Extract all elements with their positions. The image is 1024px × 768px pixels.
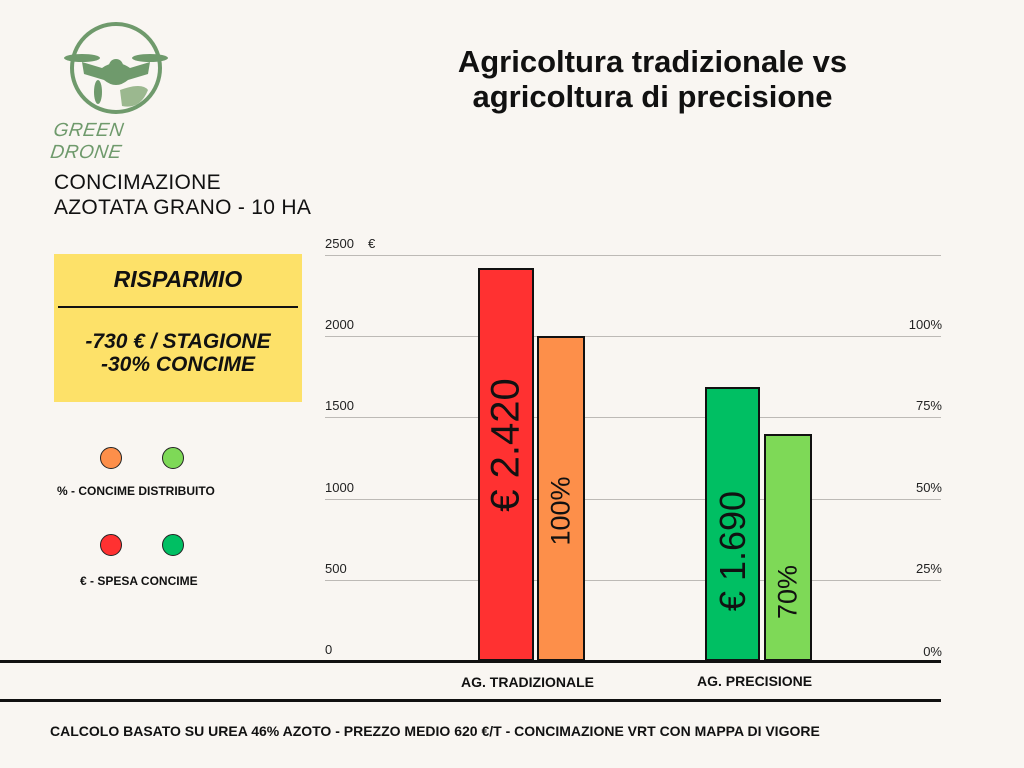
- gridline: [325, 255, 941, 256]
- right-tick-label: 0%: [923, 644, 942, 659]
- x-axis-baseline: [0, 660, 941, 663]
- bar-value-label: € 1.690: [711, 490, 753, 611]
- bar-cost-1: € 1.690: [705, 386, 760, 661]
- legend-label-percent: % - CONCIME DISTRIBUITO: [57, 484, 215, 498]
- title-line-2: agricoltura di precisione: [472, 79, 833, 114]
- right-tick-label: 50%: [915, 479, 942, 495]
- footer-note: CALCOLO BASATO SU UREA 46% AZOTO - PREZZ…: [50, 723, 820, 739]
- drone-logo-icon: [64, 22, 168, 114]
- savings-percent: -30% CONCIME: [100, 353, 256, 376]
- savings-amount: -730 € / STAGIONE: [85, 330, 271, 353]
- bar-percent-1: 70%: [764, 433, 812, 661]
- category-label-traditional: AG. TRADIZIONALE: [461, 674, 594, 690]
- left-tick-label: 2500: [325, 236, 354, 251]
- bar-value-label: 70%: [772, 564, 803, 619]
- gridline: [325, 579, 941, 581]
- legend-dot-green: [162, 534, 184, 556]
- left-tick-label: 500: [325, 560, 347, 576]
- left-axis-unit: €: [368, 236, 376, 251]
- legend-label-euro: € - SPESA CONCIME: [80, 574, 198, 588]
- left-tick-label: 0: [325, 642, 333, 657]
- right-tick-label: 25%: [915, 560, 942, 576]
- subtitle-line-1: CONCIMAZIONE: [54, 171, 221, 194]
- legend-dot-orange: [100, 447, 122, 469]
- left-tick-label: 1500: [325, 398, 354, 414]
- left-tick-label: 1000: [325, 479, 354, 495]
- category-label-precision: AG. PRECISIONE: [697, 673, 813, 689]
- bar-value-label: € 2.420: [483, 378, 528, 512]
- savings-body: -730 € / STAGIONE -30% CONCIME: [54, 330, 302, 376]
- right-tick-label: 75%: [915, 398, 942, 414]
- legend-dot-red: [100, 534, 122, 556]
- savings-heading: RISPARMIO: [113, 266, 243, 292]
- bar-cost-0: € 2.420: [478, 267, 534, 661]
- logo-text: GREEN DRONE: [49, 120, 126, 163]
- right-tick-label: 100%: [908, 317, 942, 333]
- gridline: [325, 336, 941, 338]
- left-tick-label: 2000: [325, 317, 354, 333]
- savings-box: RISPARMIO -730 € / STAGIONE -30% CONCIME: [54, 254, 302, 402]
- bar-percent-0: 100%: [537, 336, 585, 661]
- gridline: [325, 498, 941, 500]
- subtitle-line-2: AZOTATA GRANO - 10 HA: [54, 196, 312, 219]
- footer-divider: [0, 699, 941, 702]
- chart-subtitle: CONCIMAZIONE AZOTATA GRANO - 10 HA: [54, 170, 311, 220]
- legend-dot-lightgreen: [162, 447, 184, 469]
- page-title: Agricoltura tradizionale vs agricoltura …: [380, 44, 925, 114]
- gridline: [325, 417, 941, 419]
- bar-value-label: 100%: [545, 476, 576, 546]
- title-line-1: Agricoltura tradizionale vs: [457, 44, 848, 79]
- savings-divider: [58, 306, 298, 308]
